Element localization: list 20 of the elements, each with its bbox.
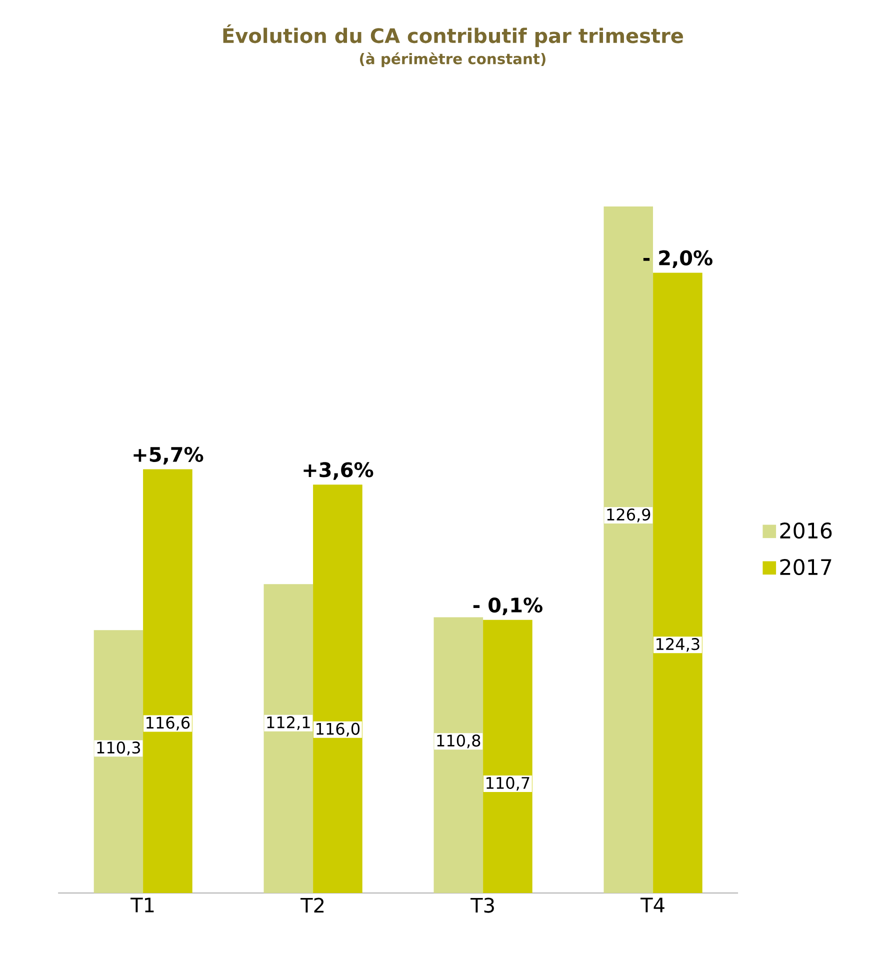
chart-subtitle: (à périmètre constant)	[360, 52, 546, 68]
x-tick-label: T3	[470, 898, 494, 913]
data-label: 116,6	[146, 716, 190, 730]
x-tick-label: T1	[130, 898, 154, 912]
x-tick-label: T2	[300, 898, 324, 913]
data-label: 110,3	[97, 742, 140, 756]
data-label: 110,8	[437, 734, 480, 748]
legend-label: 2017	[780, 559, 832, 576]
annotation: +3,6%	[304, 462, 374, 480]
data-label: 112,1	[267, 716, 310, 730]
data-label: 110,7	[486, 776, 530, 791]
data-label: 124,3	[656, 638, 700, 652]
annotation: - 0,1%	[474, 597, 543, 616]
data-label: 126,9	[607, 508, 650, 522]
chart-title: Évolution du CA contributif par trimestre	[223, 24, 684, 48]
annotation: +5,7%	[134, 446, 204, 465]
annotation: - 2,0%	[644, 250, 713, 268]
x-tick-label: T4	[640, 898, 665, 912]
data-label: 116,0	[316, 722, 360, 736]
legend-label: 2016	[780, 522, 832, 539]
